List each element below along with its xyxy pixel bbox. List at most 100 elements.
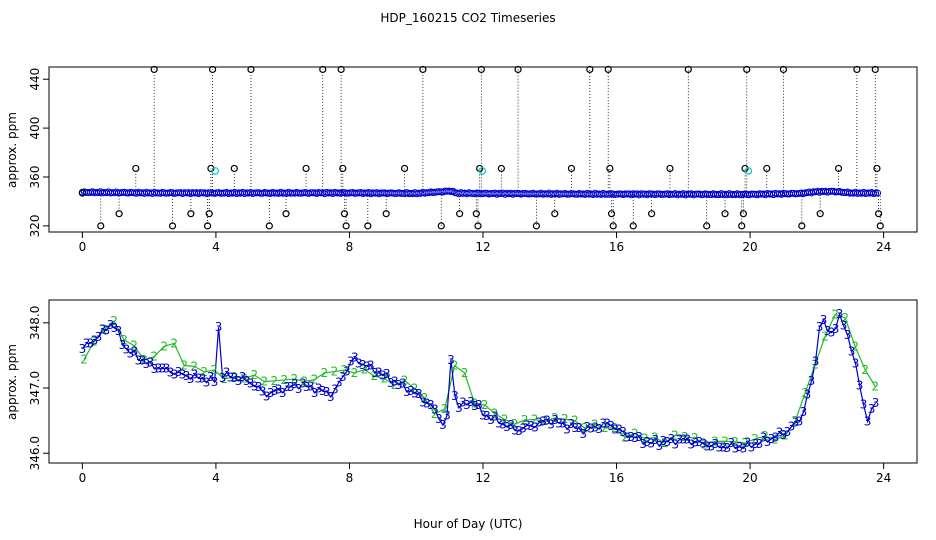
- series-3-point: 3: [455, 401, 463, 415]
- bottom-x-tick-label: 0: [79, 471, 87, 485]
- series-3-point: 3: [363, 359, 371, 373]
- series-2-point: 2: [791, 414, 799, 428]
- series-3-point: 3: [824, 324, 832, 338]
- bottom-y-tick-label: 347.0: [28, 371, 42, 405]
- top-x-tick-label: 0: [79, 240, 87, 254]
- series-3-point: 3: [191, 367, 199, 381]
- flagged-point: [551, 210, 559, 218]
- series-3-point: 3: [603, 417, 611, 431]
- series-2-point: 2: [751, 432, 759, 446]
- series-2-point: 2: [681, 430, 689, 444]
- series-2-point: 2: [120, 333, 128, 347]
- series-2-point: 2: [511, 417, 519, 431]
- series-3-point: 3: [199, 372, 207, 386]
- series-2-point: 2: [90, 335, 98, 349]
- series-2-point: 2: [261, 375, 269, 389]
- series-3-point: 3: [595, 422, 603, 436]
- series-3-point: 3: [307, 379, 315, 393]
- series-2-point: 2: [781, 429, 789, 443]
- series-3-point: 3: [451, 389, 459, 403]
- series-2-point: 2: [130, 339, 138, 353]
- flagged-point: [586, 65, 594, 74]
- series-3-point: 3: [299, 377, 307, 391]
- series-2-point: 2: [351, 366, 359, 380]
- figure-title: HDP_160215 CO2 Timeseries: [380, 11, 555, 25]
- series-3-point: 3: [311, 386, 319, 400]
- series-3-point: 3: [764, 435, 772, 449]
- series-3-point: 3: [559, 416, 567, 430]
- series-3-point: 3: [227, 371, 235, 385]
- series-2-point: 2: [851, 340, 859, 354]
- series-2-point: 2: [731, 435, 739, 449]
- series-3-point: 3: [391, 375, 399, 389]
- flagged-point: [514, 65, 522, 74]
- series-2-point: 2: [331, 365, 339, 379]
- bottom-x-tick-label: 16: [609, 471, 624, 485]
- flagged-point: [203, 222, 212, 230]
- series-3-point: 3: [79, 342, 87, 356]
- series-3-point: 3: [744, 436, 752, 450]
- flagged-point: [339, 164, 347, 173]
- series-3-point: 3: [123, 342, 131, 356]
- flagged-point: [437, 222, 445, 230]
- series-3-point: 3: [495, 416, 503, 430]
- flagged-point: [606, 164, 614, 173]
- series-3-point: 3: [251, 380, 259, 394]
- series-3-point: 3: [732, 442, 740, 456]
- series-3-point: 3: [655, 439, 663, 453]
- series-3-point: 3: [107, 318, 115, 332]
- series-2-point: 2: [411, 382, 419, 396]
- series-2-point: 2: [641, 432, 649, 446]
- series-3-point: 3: [139, 354, 147, 368]
- series-3-point: 3: [87, 336, 95, 350]
- series-2-point: 2: [150, 350, 158, 364]
- series-2-point: 2: [291, 372, 299, 386]
- series-2-point: 2: [361, 363, 369, 377]
- series-3-point: 3: [675, 433, 683, 447]
- x-axis-label: Hour of Day (UTC): [414, 517, 523, 531]
- series-3-point: 3: [547, 417, 555, 431]
- series-3-point: 3: [607, 419, 615, 433]
- series-3-point: 3: [748, 440, 756, 454]
- series-3-point: 3: [231, 371, 239, 385]
- series-3-point: 3: [736, 440, 744, 454]
- series-3-point: 3: [700, 437, 708, 451]
- series-2-point: 2: [571, 414, 579, 428]
- series-3-point: 3: [828, 326, 836, 340]
- bottom-y-tick-label: 348.0: [28, 306, 42, 340]
- series-3-point: 3: [816, 320, 824, 334]
- series-3-point: 3: [319, 384, 327, 398]
- series-3-point: 3: [203, 376, 211, 390]
- flagged-point: [497, 164, 505, 173]
- series-3-point: 3: [115, 324, 123, 338]
- series-3-point: 3: [519, 422, 527, 436]
- series-2-point: 2: [230, 370, 238, 384]
- series-3-point: 3: [427, 398, 435, 412]
- series-3-point: 3: [335, 376, 343, 390]
- series-3-point: 3: [207, 370, 215, 384]
- series-2-point: 2: [611, 421, 619, 435]
- series-3-point: 3: [371, 366, 379, 380]
- series-3-point: 3: [347, 355, 355, 369]
- series-3-point: 3: [223, 365, 231, 379]
- series-3-point: 3: [543, 414, 551, 428]
- series-3-point: 3: [399, 376, 407, 390]
- series-3-point: 3: [708, 439, 716, 453]
- series-3-point: 3: [355, 356, 363, 370]
- series-2-point: 2: [391, 378, 399, 392]
- series-3-point: 3: [716, 441, 724, 455]
- series-3-point: 3: [535, 416, 543, 430]
- series-2-point: 2: [451, 359, 459, 373]
- series-2-point: 2: [821, 329, 829, 343]
- series-3-point: 3: [832, 322, 840, 336]
- series-3-point: 3: [575, 421, 583, 435]
- series-3-point: 3: [720, 440, 728, 454]
- series-3-point: 3: [631, 431, 639, 445]
- series-2-point: 2: [801, 386, 809, 400]
- series-3-point: 3: [776, 425, 784, 439]
- series-2-point: 2: [541, 414, 549, 428]
- series-3-point: 3: [704, 440, 712, 454]
- series-3-point: 3: [83, 337, 91, 351]
